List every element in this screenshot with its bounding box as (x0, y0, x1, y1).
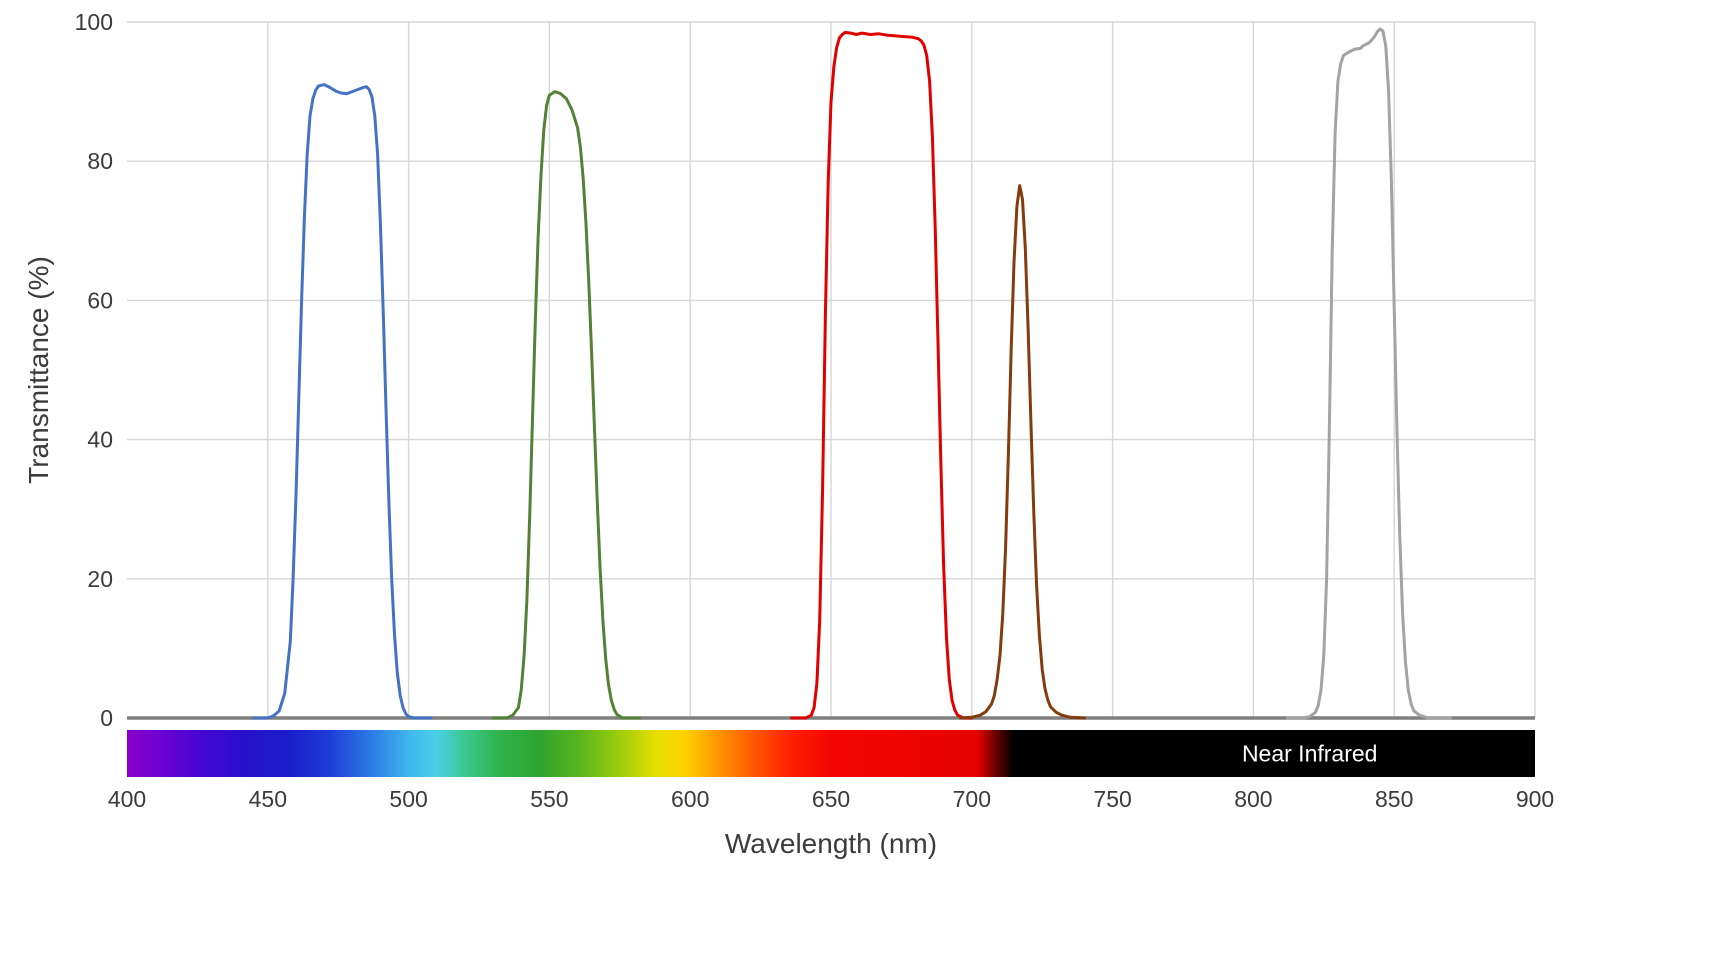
spectrum-bar (127, 730, 1535, 777)
y-tick-label: 0 (100, 705, 113, 731)
y-axis-title: Transmittance (%) (23, 256, 54, 484)
y-tick-label: 60 (87, 287, 113, 313)
x-tick-label: 450 (249, 786, 287, 812)
series-red-edge-band (959, 184, 1086, 720)
y-tick-label: 100 (75, 9, 113, 35)
y-tick-label: 80 (87, 148, 113, 174)
x-tick-label: 800 (1234, 786, 1272, 812)
x-tick-label: 600 (671, 786, 709, 812)
y-tick-label: 40 (87, 427, 113, 453)
x-tick-label: 500 (389, 786, 427, 812)
x-tick-label: 400 (108, 786, 146, 812)
x-tick-label: 850 (1375, 786, 1413, 812)
x-tick-label: 650 (812, 786, 850, 812)
series-red-band (790, 30, 974, 720)
x-axis-title: Wavelength (nm) (725, 828, 937, 859)
x-tick-label: 700 (953, 786, 991, 812)
series-nir-band (1285, 27, 1452, 720)
x-tick-label: 900 (1516, 786, 1554, 812)
x-tick-label: 550 (530, 786, 568, 812)
series-green-band (491, 90, 641, 720)
x-tick-label: 750 (1093, 786, 1131, 812)
series-blue-band (252, 83, 433, 720)
near-infrared-label: Near Infrared (1242, 741, 1378, 767)
y-tick-label: 20 (87, 566, 113, 592)
